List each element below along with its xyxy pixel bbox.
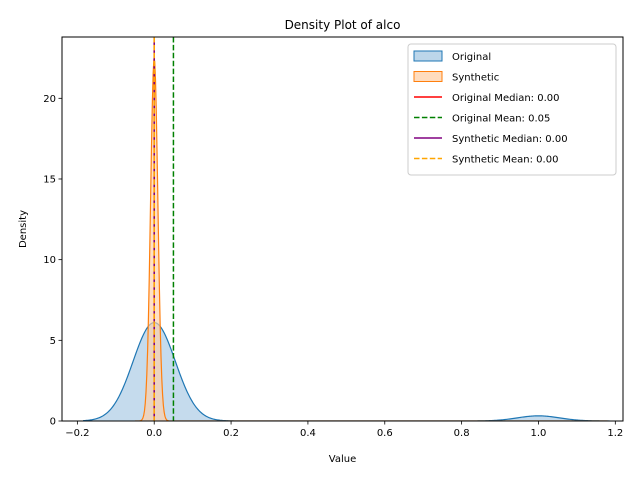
original-density-fill	[83, 322, 610, 421]
legend-label-original: Original	[452, 52, 491, 63]
legend-label-original-mean-0-05: Original Mean: 0.05	[452, 114, 550, 125]
legend-label-synthetic: Synthetic	[452, 73, 499, 84]
x-tick-label: 0.0	[146, 428, 162, 439]
chart-title: Density Plot of alco	[285, 18, 401, 32]
legend-label-original-median-0-00: Original Median: 0.00	[452, 93, 560, 104]
x-tick-label: −0.2	[65, 428, 89, 439]
legend-swatch-original	[413, 50, 443, 62]
x-tick-label: 0.4	[300, 428, 316, 439]
original-density-line	[83, 321, 610, 421]
x-tick-label: 0.8	[454, 428, 470, 439]
x-axis-label: Value	[329, 454, 356, 465]
x-tick-label: 1.0	[531, 428, 547, 439]
legend: Original Synthetic Original Median: 0.00 Or…	[407, 43, 617, 176]
y-tick-label: 0	[50, 417, 56, 428]
y-tick-label: 10	[43, 255, 56, 266]
legend-label-synthetic-median-0-00: Synthetic Median: 0.00	[452, 134, 568, 145]
y-tick-label: 15	[43, 174, 56, 185]
y-tick-label: 20	[43, 94, 56, 105]
plot-frame	[61, 36, 624, 422]
x-tick-label: 0.6	[377, 428, 393, 439]
y-axis-label: Density	[18, 210, 29, 248]
x-tick-label: 0.2	[223, 428, 239, 439]
legend-label-synthetic-mean-0-00: Synthetic Mean: 0.00	[452, 155, 558, 166]
x-tick-label: 1.2	[607, 428, 623, 439]
legend-swatch-synthetic	[413, 71, 443, 82]
legend-box	[407, 43, 617, 176]
y-tick-label: 5	[50, 336, 56, 347]
